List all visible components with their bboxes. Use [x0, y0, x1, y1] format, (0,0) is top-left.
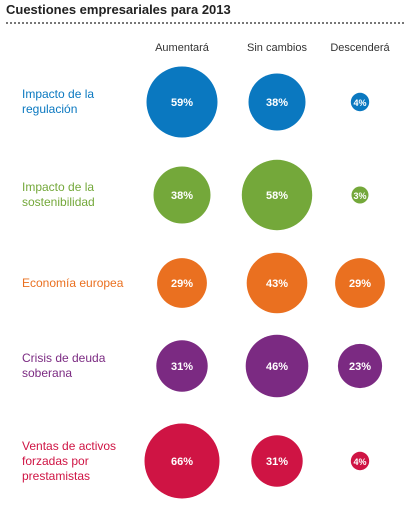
title-divider — [6, 22, 404, 24]
data-label-economia-europea-aumentara: 29% — [171, 278, 193, 290]
data-label-impacto-de-la-sostenibilidad-aumentara: 38% — [171, 190, 193, 202]
row-label-line: prestamistas — [22, 468, 91, 483]
data-label-crisis-de-deuda-soberana-sin-cambios: 46% — [266, 361, 288, 373]
data-label-ventas-de-activos-forzadas-por-prestamistas-descendera: 4% — [353, 457, 366, 467]
row-label-line: sostenibilidad — [22, 195, 95, 209]
data-label-economia-europea-sin-cambios: 43% — [266, 278, 288, 290]
row-label-line: Impacto de la — [22, 87, 95, 101]
bubble-ventas-de-activos-forzadas-por-prestamistas-aumentara — [144, 423, 220, 499]
row-label-line: regulación — [22, 102, 78, 116]
data-label-impacto-de-la-regulacion-sin-cambios: 38% — [266, 97, 288, 109]
row-label-economia-europea: Economía europea — [22, 276, 147, 291]
bubble-crisis-de-deuda-soberana-aumentara — [156, 340, 208, 392]
column-header-aumentara: Aumentará — [155, 42, 209, 54]
row-label-impacto-de-la-sostenibilidad: Impacto de la sostenibilidad — [22, 180, 147, 210]
data-label-impacto-de-la-sostenibilidad-sin-cambios: 58% — [266, 190, 288, 202]
data-label-ventas-de-activos-forzadas-por-prestamistas-aumentara: 66% — [171, 456, 193, 468]
row-label-crisis-de-deuda-soberana: Crisis de deuda soberana — [22, 351, 147, 381]
data-label-impacto-de-la-regulacion-aumentara: 59% — [171, 97, 193, 109]
row-label-line: soberana — [22, 366, 73, 380]
bubble-economia-europea-sin-cambios — [246, 252, 308, 314]
bubble-impacto-de-la-regulacion-aumentara — [146, 66, 218, 138]
bubble-impacto-de-la-regulacion-descendera — [350, 92, 370, 112]
row-label-line: Economía europea — [22, 275, 124, 290]
row-label-line: Impacto de la — [22, 180, 95, 194]
bubble-economia-europea-aumentara — [157, 258, 207, 308]
row-label-line: Ventas de activos — [22, 438, 117, 453]
bubble-crisis-de-deuda-soberana-sin-cambios — [245, 334, 309, 398]
row-label-ventas-de-activos-forzadas-por-prestamistas: Ventas de activos forzadas por prestamista… — [22, 439, 147, 484]
row-label-line: forzadas por — [22, 453, 89, 468]
row-label-impacto-de-la-regulacion: Impacto de la regulación — [22, 87, 147, 117]
data-label-economia-europea-descendera: 29% — [349, 278, 371, 290]
bubble-ventas-de-activos-forzadas-por-prestamistas-descendera — [350, 451, 370, 471]
bubble-economia-europea-descendera — [335, 258, 385, 308]
bubble-impacto-de-la-sostenibilidad-sin-cambios — [241, 159, 313, 231]
bubble-crisis-de-deuda-soberana-descendera — [337, 343, 383, 389]
data-label-impacto-de-la-sostenibilidad-descendera: 3% — [353, 191, 366, 201]
bubble-impacto-de-la-regulacion-sin-cambios — [248, 73, 306, 131]
column-header-descendera: Descenderá — [330, 42, 390, 54]
chart-title: Cuestiones empresariales para 2013 — [6, 2, 231, 17]
data-label-ventas-de-activos-forzadas-por-prestamistas-sin-cambios: 31% — [266, 456, 288, 468]
column-header-sin-cambios: Sin cambios — [247, 42, 307, 54]
bubble-impacto-de-la-sostenibilidad-aumentara — [153, 166, 211, 224]
data-label-crisis-de-deuda-soberana-descendera: 23% — [349, 361, 371, 373]
row-label-line: Crisis de deuda — [22, 351, 106, 365]
data-label-impacto-de-la-regulacion-descendera: 4% — [353, 98, 366, 108]
bubble-impacto-de-la-sostenibilidad-descendera — [351, 186, 369, 204]
data-label-crisis-de-deuda-soberana-aumentara: 31% — [171, 361, 193, 373]
bubble-ventas-de-activos-forzadas-por-prestamistas-sin-cambios — [251, 435, 303, 487]
